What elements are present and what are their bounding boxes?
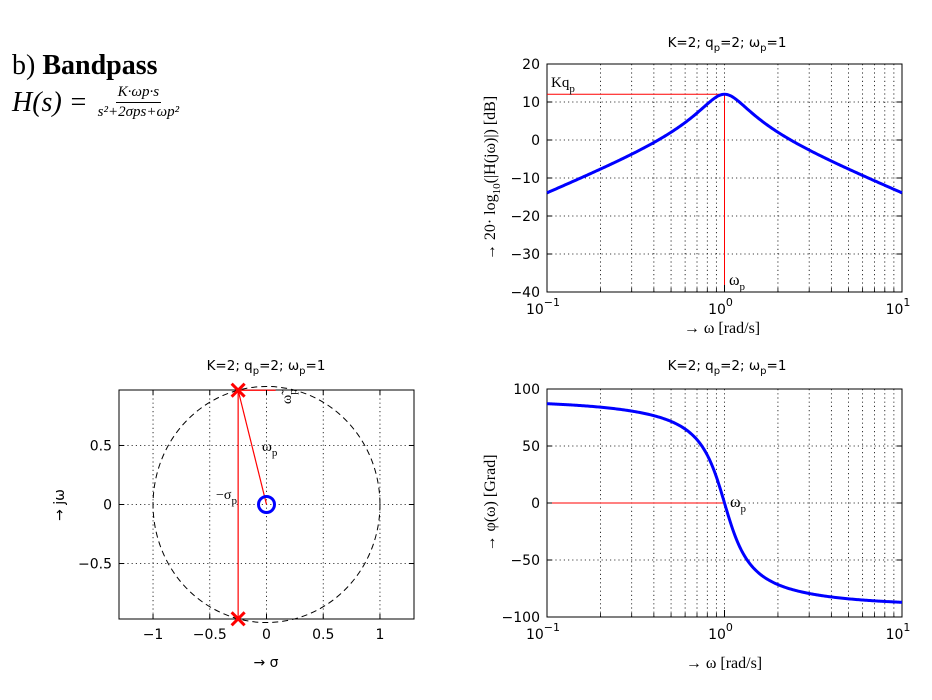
magnitude-ytick-label: −30: [510, 247, 540, 263]
phase-ytick-label: 0: [531, 496, 540, 512]
kqp-annotation: Kqp: [551, 75, 575, 95]
magnitude-ytick-label: 20: [522, 57, 540, 73]
pole-zero-xtick-label: 1: [376, 627, 385, 643]
pole-zero-xlabel: → σ: [253, 655, 278, 671]
wp-annotation-magnitude: ωp: [729, 272, 746, 293]
pole-zero-ytick-label: 0: [103, 498, 112, 514]
radius-line: [237, 390, 268, 505]
pole-zero-ytick-label: 0.5: [90, 438, 112, 454]
pole-zero-ticks: −1 −0.5 0 0.5 1 −0.5 0 0.5: [78, 390, 414, 643]
pole-zero-xtick-label: −0.5: [193, 627, 227, 643]
phase-ytick-label: 50: [522, 439, 540, 455]
heading-title: b) Bandpass: [12, 50, 179, 82]
pole-zero-shapes: [152, 382, 381, 627]
pole-zero-ylabel: → jω: [52, 489, 68, 521]
magnitude-ytick-label: 10: [522, 95, 540, 111]
phase-xtick-label: 10−1: [526, 621, 560, 643]
pole-zero-title: K=2; qp=2; ωp=1: [207, 358, 326, 377]
denominator: s²+2σps+ωp²: [97, 104, 180, 120]
pole-zero-chart: K=2; qp=2; ωp=1 −1 −0.5 0 0.5 1 −0.5 0 0.5 ωp −…: [52, 358, 415, 671]
sigma-p-annotation: −σp: [216, 488, 237, 507]
magnitude-ytick-label: 0: [531, 133, 540, 149]
phase-ticks: −100 −50 0 50 100 10−1 100 101: [502, 382, 911, 643]
unit-circle: [152, 385, 381, 624]
transfer-function: H(s) = K·ωp·s s²+2σps+ωp²: [12, 84, 179, 121]
wp-annotation-phase: ωp: [730, 494, 747, 515]
pole-zero-xtick-label: 0.5: [312, 627, 334, 643]
magnitude-title: K=2; qp=2; ωp=1: [668, 35, 787, 54]
magnitude-xtick-label: 100: [708, 296, 733, 318]
part-label: b): [12, 50, 36, 81]
bandpass-title: Bandpass: [42, 50, 158, 81]
phase-ytick-label: 100: [513, 382, 540, 398]
magnitude-ytick-label: −20: [510, 209, 540, 225]
numerator: K·ωp·s: [115, 84, 162, 103]
phase-xlabel: → ω [rad/s]: [686, 655, 762, 672]
transfer-function-lhs: H(s) =: [12, 86, 88, 118]
phase-curve: [546, 402, 903, 604]
magnitude-ylabel: → 20· log10(|H(jω)|) [dB]: [482, 96, 503, 260]
phase-ytick-label: −50: [510, 553, 540, 569]
magnitude-ytick-label: −10: [510, 171, 540, 187]
pole-zero-xtick-label: 0: [262, 627, 271, 643]
magnitude-chart: K=2; qp=2; ωp=1 −40 −30 −20 −10 0 10 20 10−1 100…: [482, 35, 910, 337]
transfer-function-fraction: K·ωp·s s²+2σps+ωp²: [98, 84, 179, 121]
pole-marker: [230, 611, 246, 627]
magnitude-curve: [546, 92, 903, 195]
magnitude-ytick-label: −40: [510, 285, 540, 301]
magnitude-xtick-label: 101: [886, 296, 911, 318]
pole-zero-ytick-label: −0.5: [78, 557, 112, 573]
phase-title: K=2; qp=2; ωp=1: [668, 358, 787, 377]
figure-heading: b) Bandpass H(s) = K·ωp·s s²+2σps+ωp²: [12, 50, 179, 121]
phase-ytick-label: −100: [502, 610, 540, 626]
wp-tilde-annotation: ω̃p: [280, 389, 299, 404]
phase-xtick-label: 101: [886, 621, 911, 643]
zero-marker: [257, 495, 276, 514]
pole-zero-xtick-label: −1: [143, 627, 164, 643]
magnitude-ticks: −40 −30 −20 −10 0 10 20 10−1 100 101: [510, 57, 910, 318]
pole-marker: [230, 382, 246, 398]
phase-xtick-label: 100: [708, 621, 733, 643]
phase-ylabel: → φ(ω) [Grad]: [482, 454, 499, 551]
magnitude-xlabel: → ω [rad/s]: [684, 320, 760, 337]
magnitude-guides: [547, 93, 725, 292]
wp-radius-annotation: ωp: [262, 439, 278, 459]
magnitude-xtick-label: 10−1: [526, 296, 560, 318]
